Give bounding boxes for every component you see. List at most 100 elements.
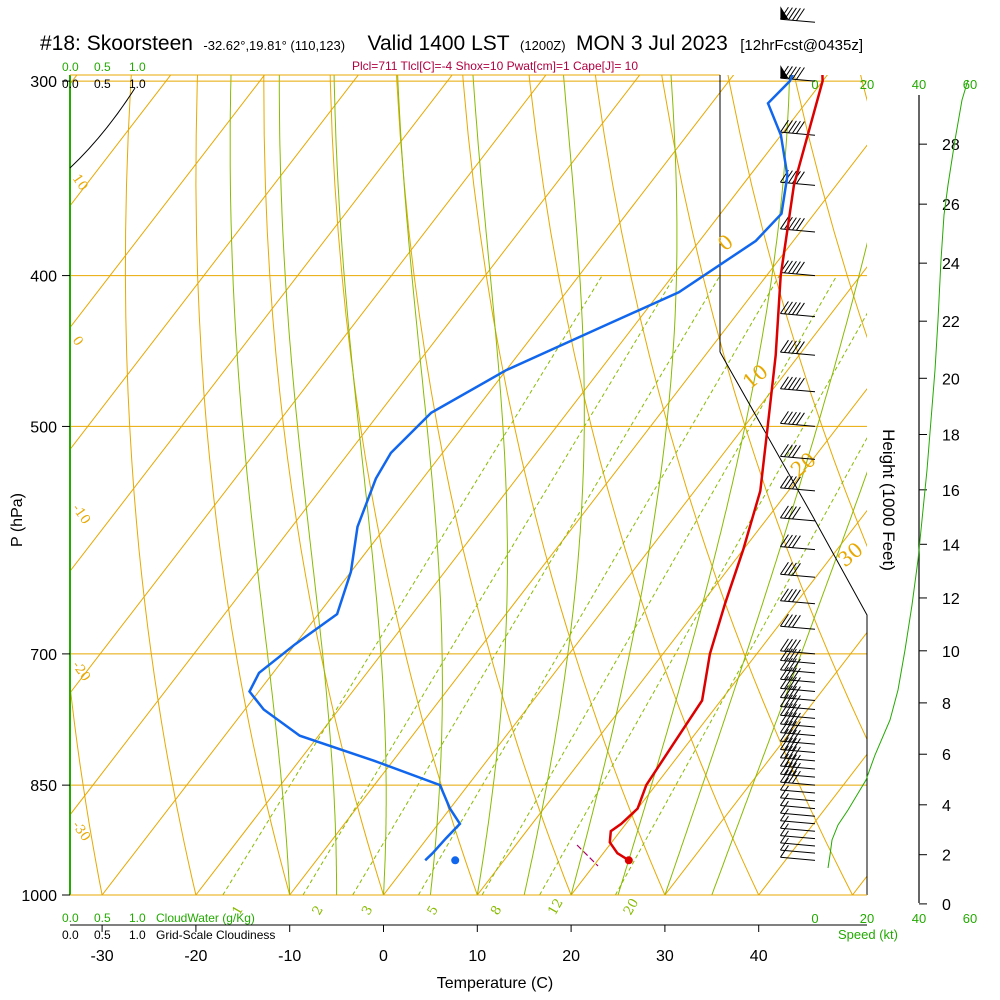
mixing-ratio-label-20: 20: [621, 896, 642, 918]
temp-label-0: 0: [379, 948, 388, 965]
mixing-ratio-label-5: 5: [425, 903, 442, 918]
pressure-label-850: 850: [30, 778, 57, 795]
pressure-label-400: 400: [30, 269, 57, 286]
speed-bottom-40: 40: [912, 911, 926, 926]
cloud-top-black-0: 0.0: [62, 77, 79, 91]
isotherm-lines: [0, 0, 867, 895]
cloudiness-black-0: 0.0: [62, 928, 79, 942]
cloud-top-black-2: 1.0: [129, 77, 146, 91]
cloud-top-black-1: 0.5: [94, 77, 111, 91]
temp-label-30: 30: [656, 948, 674, 965]
dry-adiabat-lines: [70, 0, 1000, 928]
stability-indices: Plcl=711 Tlcl[C]=-4 Shox=10 Pwat[cm]=1 C…: [352, 59, 638, 73]
wind-barb: [780, 837, 816, 854]
isotherm--100: [70, 75, 78, 85]
zulu-time: (1200Z): [520, 38, 566, 53]
speed-top-20: 20: [860, 77, 874, 92]
chart-title: #18: Skoorsteen -32.62°,19.81° (110,123)…: [40, 32, 863, 55]
wind-barb: [780, 119, 816, 136]
wind-speed-scale-top: 0 20 40 60: [811, 77, 977, 92]
wind-barb: [780, 737, 816, 754]
mixing-ratio-2: [302, 275, 676, 895]
wind-barb: [780, 745, 816, 762]
parcel-trace: [576, 844, 599, 867]
moist-adiabat: [229, 75, 291, 895]
wind-barb: [780, 703, 816, 719]
dry-adiabat: [70, 681, 103, 895]
isobar-lines: [70, 80, 867, 895]
cloud-water-label: CloudWater (g/Kg): [156, 911, 255, 925]
isotherm-20: [570, 509, 867, 895]
wind-barb: [780, 475, 816, 492]
mixing-ratio-label-2: 2: [310, 903, 327, 918]
wind-barb: [780, 676, 816, 692]
cloud-top-green-0: 0.0: [62, 60, 79, 74]
speed-top-40: 40: [912, 77, 926, 92]
temp-label-10: 10: [468, 948, 486, 965]
speed-axis-label: Speed (kt): [838, 927, 898, 942]
isotherm--60: [70, 75, 453, 573]
mixing-ratio-3: [352, 275, 721, 895]
pressure-label-300: 300: [30, 74, 57, 91]
dry-adiabat: [528, 75, 760, 895]
wind-barbs: [780, 6, 816, 861]
wind-barb: [780, 761, 816, 778]
cloud-bottom-green-1: 0.5: [94, 911, 111, 925]
wind-barb: [780, 339, 816, 356]
cloud-top-green-2: 1.0: [129, 60, 146, 74]
wind-barb: [780, 444, 816, 460]
dewpoint-profile-line: [248, 75, 794, 862]
mixing-ratio-label-8: 8: [488, 903, 505, 918]
wind-speed-scale-bottom: 0 20 40 60 Speed (kt): [811, 911, 977, 942]
isotherm-label-left--10: -10: [69, 502, 93, 528]
mixing-ratio-1: [222, 275, 603, 895]
mixing-ratio-label-3: 3: [359, 903, 376, 918]
wind-barb: [780, 534, 816, 551]
wind-barb: [780, 830, 816, 847]
wind-barb: [780, 753, 816, 770]
temp-label-40: 40: [750, 948, 768, 965]
wind-barb: [780, 588, 816, 605]
mixing-ratio-labels: 1 2 3 5 8 12 20: [230, 896, 642, 918]
wind-barb: [780, 785, 816, 802]
isotherm--90: [70, 75, 172, 207]
height-label-24: 24: [942, 256, 960, 273]
cloud-scale-bottom: 0.0 0.5 1.0 CloudWater (g/Kg) 0.0 0.5 1.…: [62, 911, 275, 942]
wind-barb: [780, 793, 816, 810]
temperature-axis: -30 -20 -10 0 10 20 30 40: [91, 925, 768, 965]
wind-barb: [780, 815, 816, 832]
valid-time: Valid 1400 LST: [368, 32, 510, 55]
dry-adiabat: [927, 0, 1000, 928]
isotherm--50: [70, 75, 547, 694]
temp-label--10: -10: [278, 948, 301, 965]
forecast-date: MON 3 Jul 2023: [576, 32, 728, 55]
speed-bottom-60: 60: [963, 911, 977, 926]
dry-adiabat: [661, 75, 867, 741]
isotherm-0: [383, 266, 867, 895]
mixing-ratio-lines: [222, 275, 867, 895]
cloud-top-green-1: 0.5: [94, 60, 111, 74]
moist-adiabat: [664, 242, 867, 895]
cloud-bottom-green-2: 1.0: [129, 911, 146, 925]
pressure-axis: 2503004005007008501000: [21, 74, 70, 905]
isotherm--110: [0, 0, 189, 895]
wind-barb: [780, 769, 816, 786]
isotherm-label-left-10: 10: [69, 172, 91, 194]
isotherm--40: [70, 75, 641, 816]
dry-adiabat: [793, 75, 867, 339]
pressure-label-500: 500: [30, 419, 57, 436]
isotherm-50: [852, 875, 867, 895]
dry-adiabat: [860, 75, 867, 102]
temp-label-20: 20: [562, 948, 580, 965]
wind-barb: [780, 65, 816, 82]
wind-barb: [780, 694, 816, 710]
wind-barb: [780, 376, 816, 393]
mixing-ratio-12: [539, 312, 867, 895]
height-label-26: 26: [942, 197, 960, 214]
height-label-14: 14: [942, 537, 960, 554]
dry-adiabat: [195, 75, 291, 895]
dry-adiabat: [594, 75, 854, 895]
height-label-20: 20: [942, 371, 960, 388]
moist-adiabat: [617, 75, 791, 895]
